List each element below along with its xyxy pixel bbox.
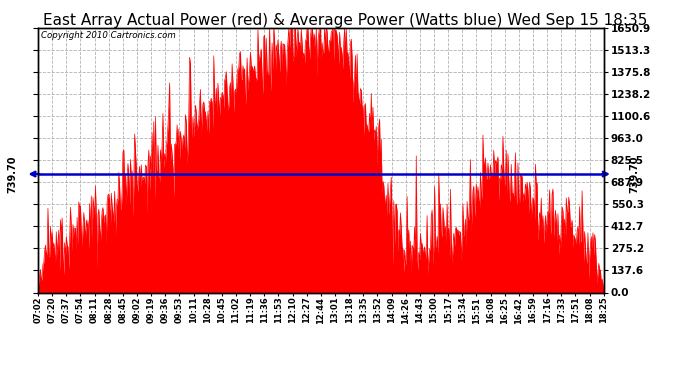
Text: 739.70: 739.70 (8, 155, 17, 193)
Text: Copyright 2010 Cartronics.com: Copyright 2010 Cartronics.com (41, 31, 175, 40)
Text: 739.70: 739.70 (630, 155, 640, 193)
Text: East Array Actual Power (red) & Average Power (Watts blue) Wed Sep 15 18:35: East Array Actual Power (red) & Average … (43, 13, 647, 28)
